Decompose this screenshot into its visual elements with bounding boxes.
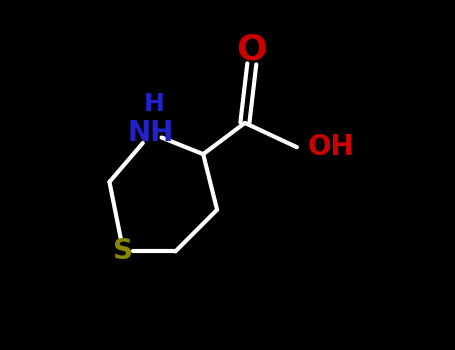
Text: O: O: [237, 33, 267, 67]
Text: OH: OH: [308, 133, 354, 161]
Text: S: S: [113, 237, 133, 265]
Text: NH: NH: [128, 119, 174, 147]
Text: H: H: [144, 92, 165, 116]
